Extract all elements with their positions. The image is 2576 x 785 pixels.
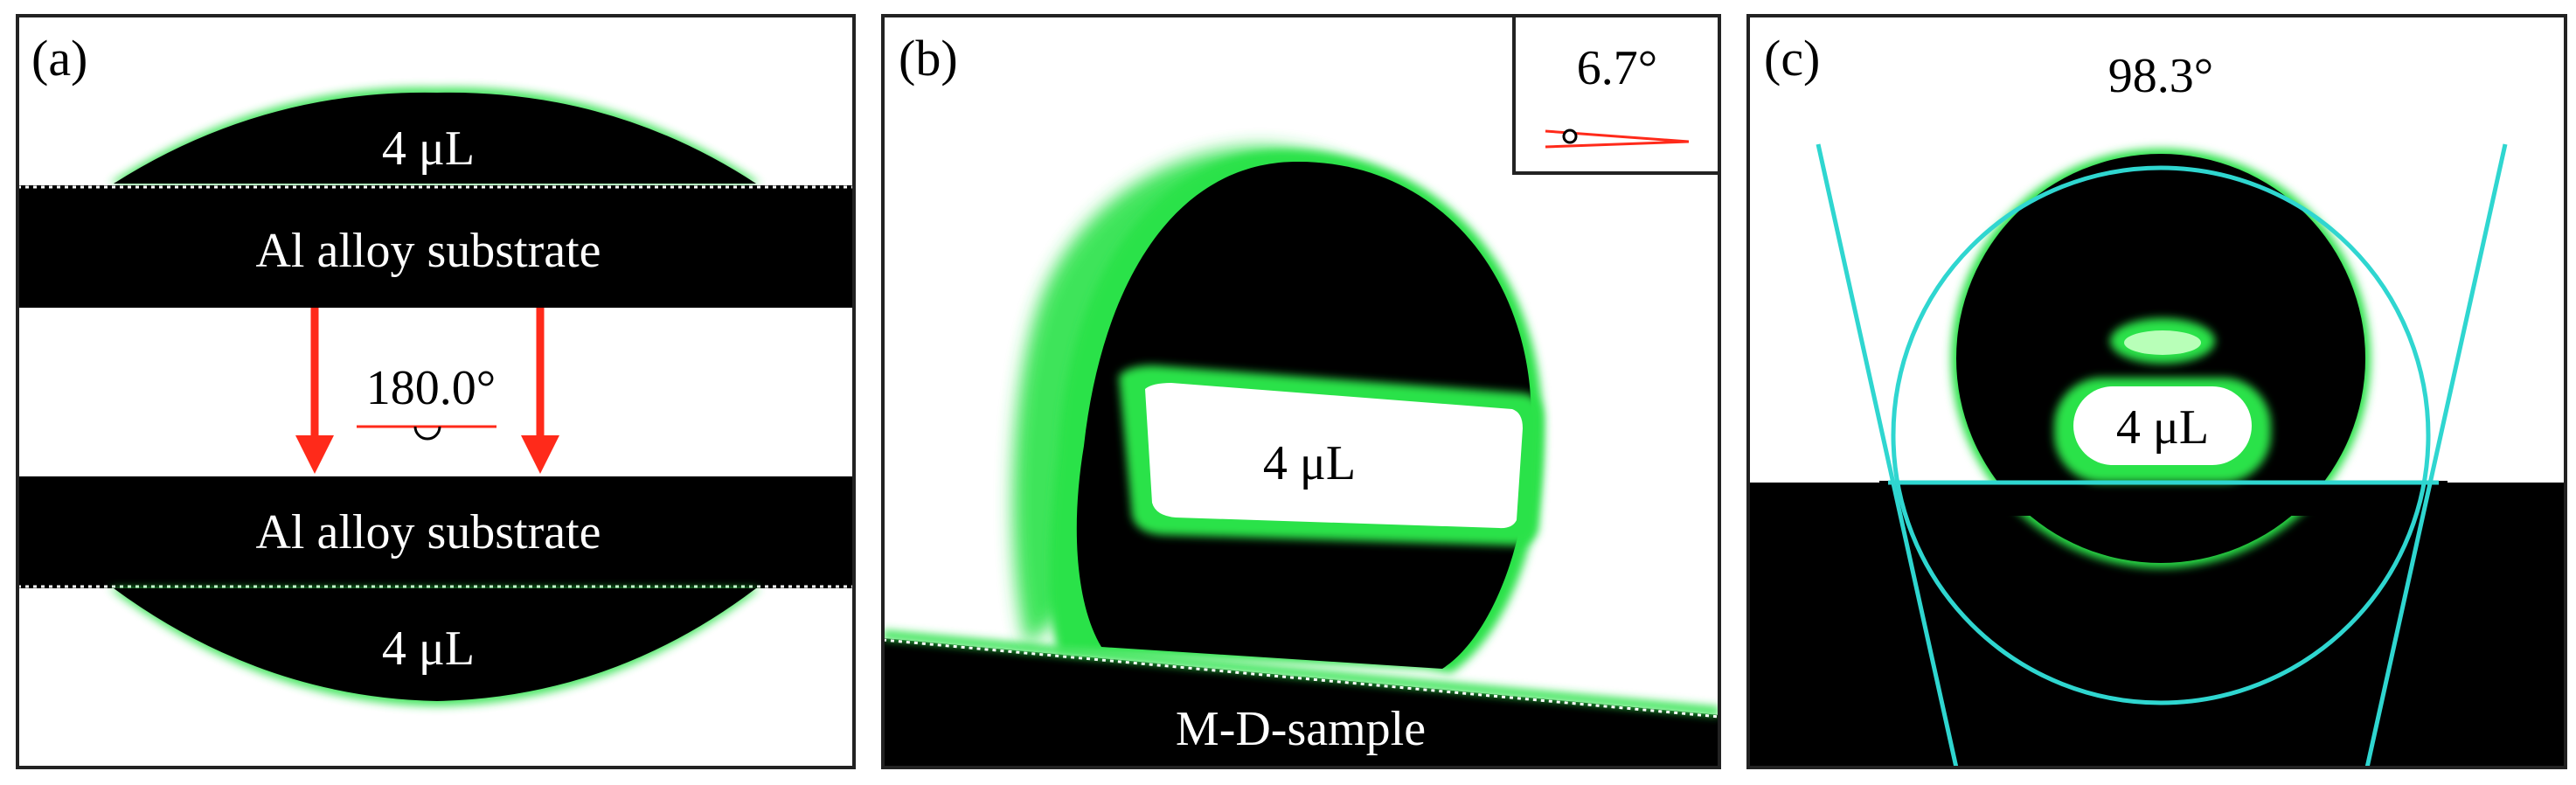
tilt-angle-label: 6.7°: [1577, 41, 1657, 95]
arrow-right: [521, 308, 559, 474]
panel-a-frame: [16, 14, 856, 769]
drop-volume-label: 4 μL: [2116, 400, 2209, 455]
tangent-right: [2364, 143, 2508, 768]
angle-value-label: 180.0°: [366, 361, 496, 415]
top-substrate-label: Al alloy substrate: [255, 224, 601, 278]
bottom-substrate-label: Al alloy substrate: [255, 505, 601, 559]
droplet: [1879, 149, 2448, 568]
arrow-left: [295, 308, 334, 474]
panel-b-frame: [881, 14, 1721, 769]
tilt-angle-inset: [1512, 16, 1719, 175]
panel-a: (a) 4 μL Al alloy substrate 180.0° Al al…: [16, 14, 856, 769]
tilted-droplet: [1012, 146, 1544, 673]
tangent-left: [1816, 143, 1959, 768]
panel-a-letter: (a): [31, 30, 87, 87]
top-drop-volume-label: 4 μL: [382, 122, 475, 176]
panel-c: (c) 98.3° 4 μL: [1746, 14, 2567, 769]
panel-b-letter: (b): [899, 30, 958, 87]
bottom-drop-volume-label: 4 μL: [382, 622, 475, 676]
panel-b: (b) 6.7° 4 μL M-D-sample: [881, 14, 1721, 769]
tilted-substrate: [883, 638, 1719, 768]
contact-angle-label: 98.3°: [2108, 49, 2213, 103]
top-substrate: [17, 185, 854, 308]
bottom-droplet: [17, 587, 854, 706]
fit-circle: [1891, 165, 2431, 705]
drop-volume-label: 4 μL: [1263, 436, 1356, 490]
angle-indicator: [357, 425, 496, 441]
bottom-substrate: [17, 476, 854, 588]
sample-label: M-D-sample: [1176, 702, 1426, 756]
panel-c-letter: (c): [1764, 30, 1820, 87]
panel-c-frame: [1746, 14, 2567, 769]
top-droplet: [17, 87, 854, 185]
